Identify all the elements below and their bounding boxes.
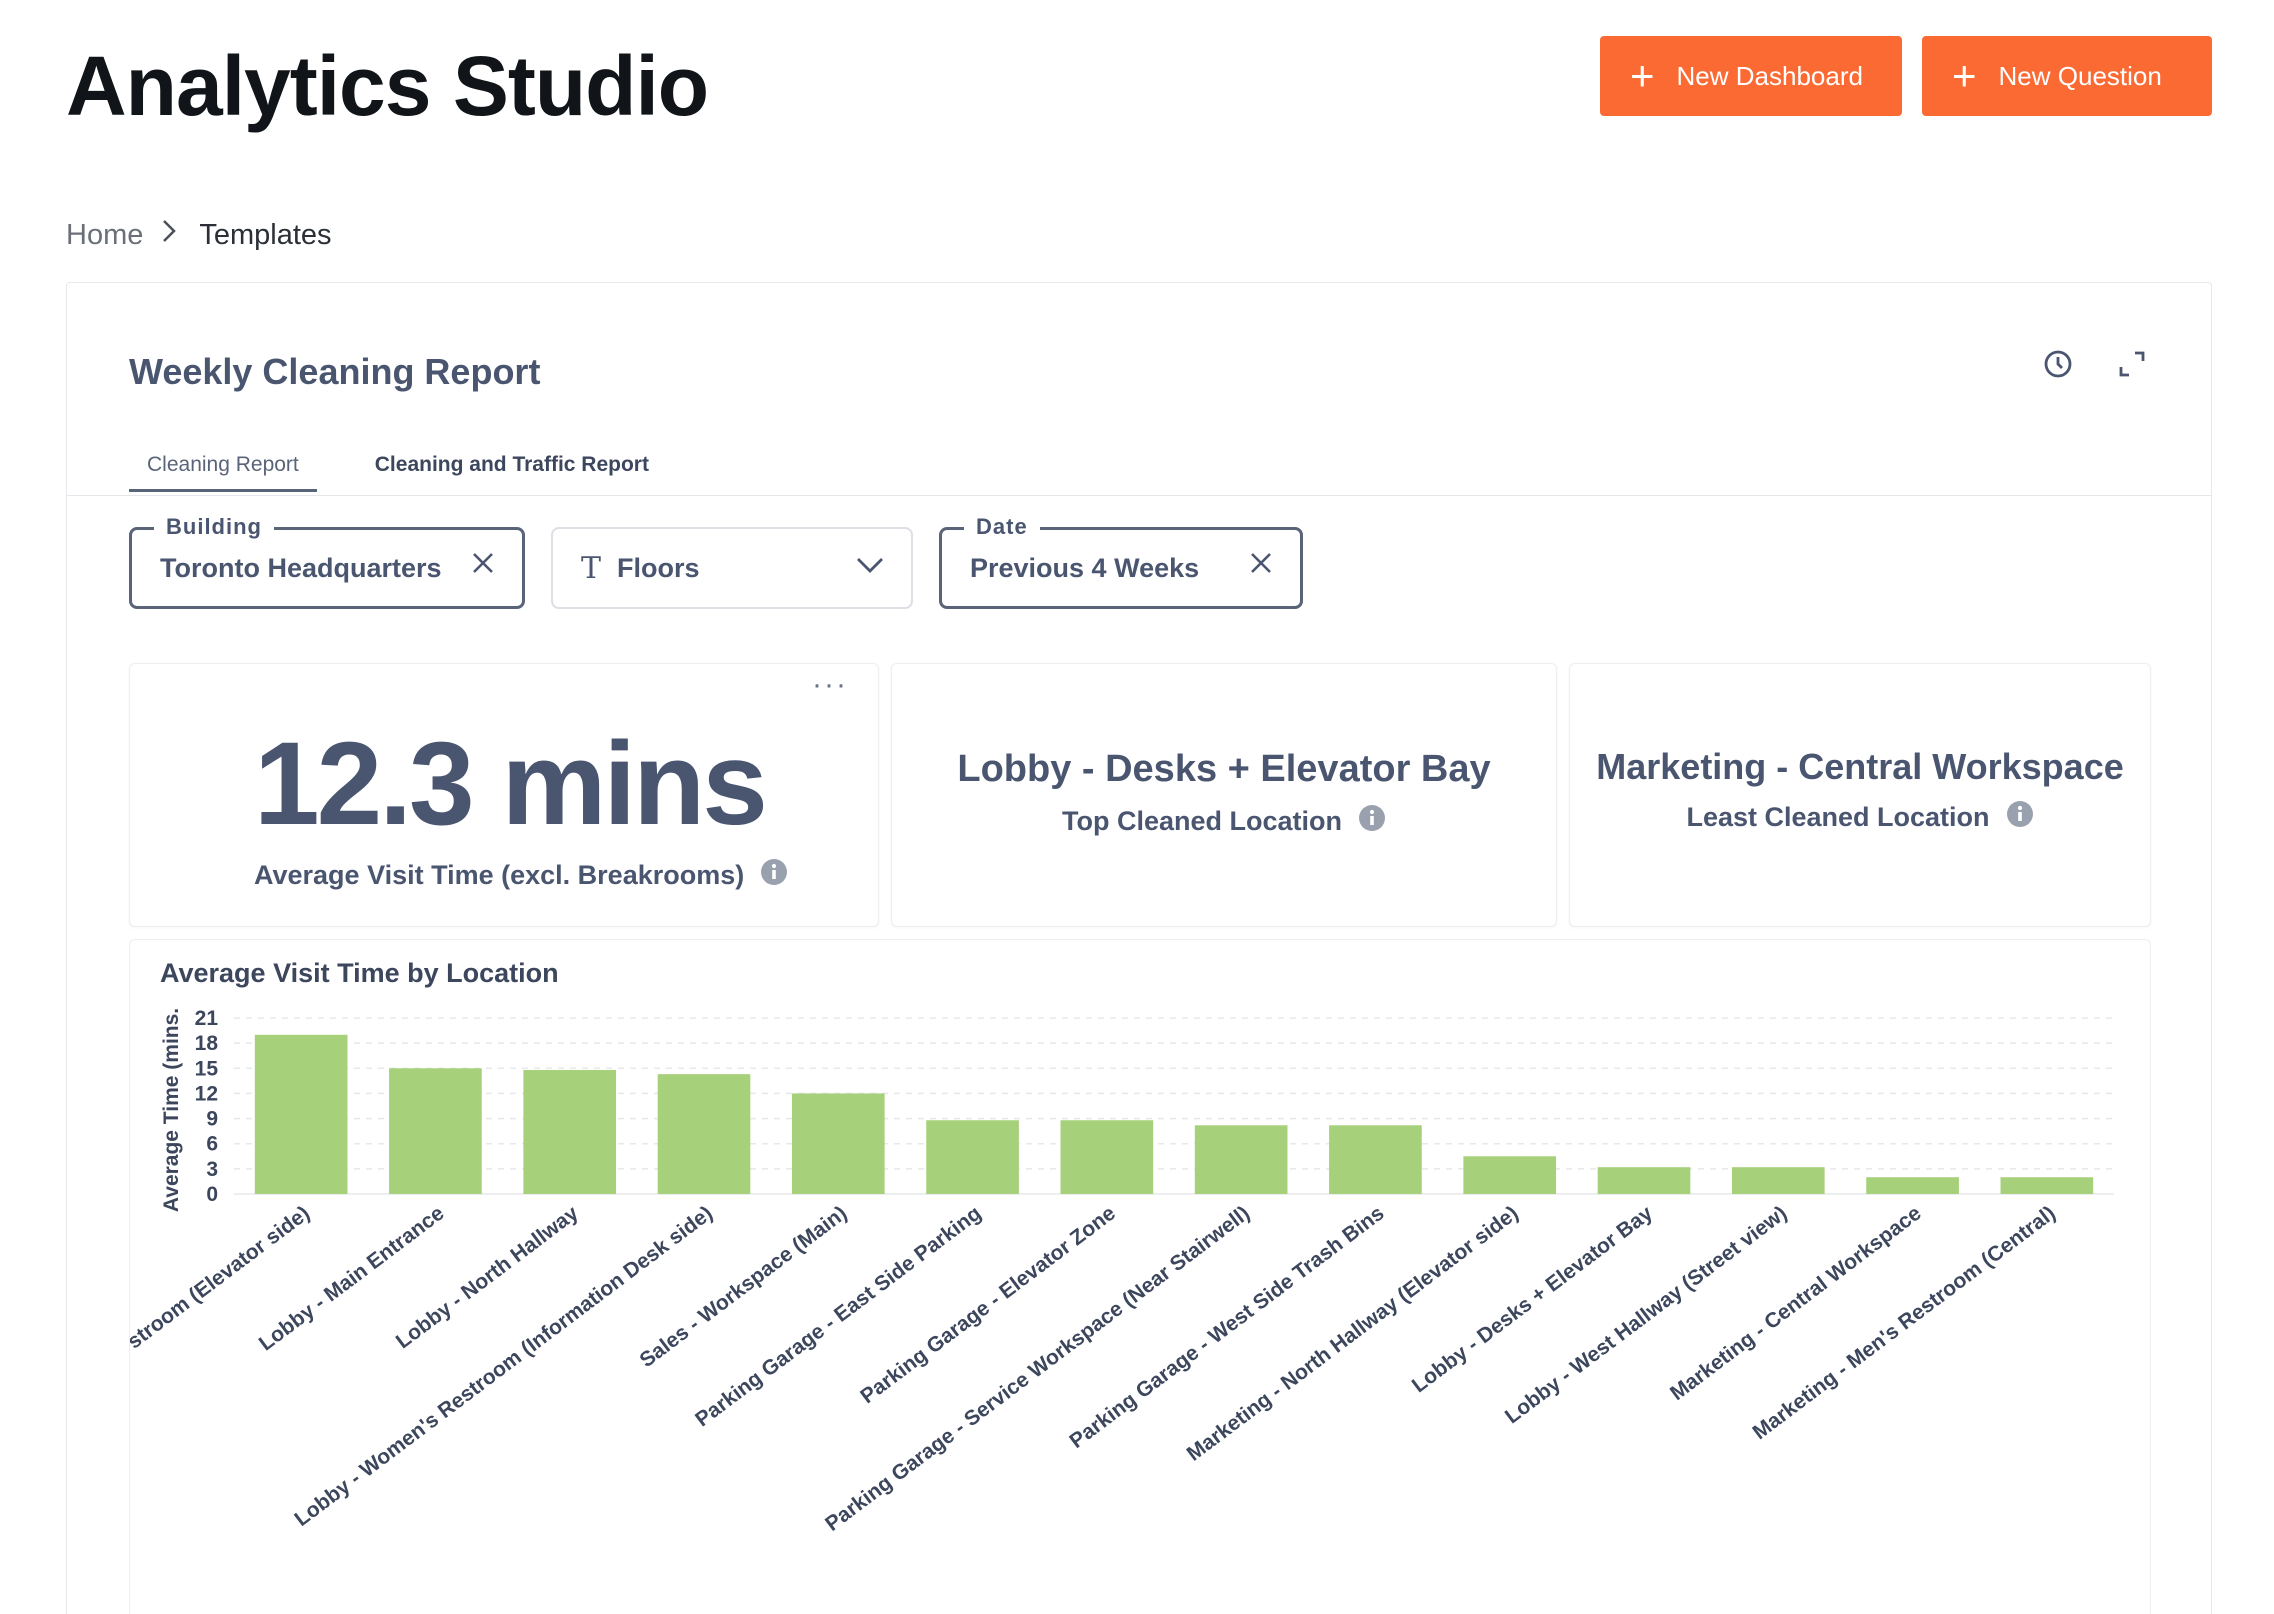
bar[interactable] xyxy=(1463,1156,1557,1194)
building-filter-legend: Building xyxy=(154,514,274,540)
chevron-down-icon xyxy=(855,551,885,582)
text-type-icon: T xyxy=(581,550,602,586)
app-title: Analytics Studio xyxy=(66,39,709,133)
chart-card: Average Visit Time by Location 0 3 6 9 12 15 1… xyxy=(129,939,2151,1614)
y-tick-label: 0 xyxy=(206,1183,218,1206)
y-tick-label: 21 xyxy=(195,1007,219,1030)
bar[interactable] xyxy=(926,1120,1019,1194)
tab-cleaning-traffic-report[interactable]: Cleaning and Traffic Report xyxy=(374,453,649,476)
more-options-icon[interactable]: ··· xyxy=(812,668,848,701)
info-icon[interactable] xyxy=(1358,804,1386,839)
x-tick-label: Lobby - Desks + Elevator Bay xyxy=(1408,1201,1657,1397)
new-dashboard-button[interactable]: + New Dashboard xyxy=(1600,36,1902,116)
report-card: Weekly Cleaning Report Cleaning Report C… xyxy=(66,282,2212,1614)
bar[interactable] xyxy=(657,1074,751,1194)
expand-icon[interactable] xyxy=(2113,345,2151,383)
y-tick-label: 18 xyxy=(195,1032,219,1055)
info-icon[interactable] xyxy=(760,858,788,893)
x-tick-label: Marketing - Men's Restroom (Central) xyxy=(1748,1202,2059,1445)
x-tick-label: Parking Garage - Elevator Zone xyxy=(856,1202,1120,1409)
bar[interactable] xyxy=(389,1068,482,1194)
date-filter[interactable]: Date Previous 4 Weeks xyxy=(939,514,1303,609)
new-dashboard-label: New Dashboard xyxy=(1676,60,1863,91)
kpi-top-cleaned-caption: Top Cleaned Location xyxy=(892,804,1556,839)
y-tick-label: 6 xyxy=(206,1133,218,1156)
x-tick-label: Marketing - Central Workspace xyxy=(1666,1202,1926,1406)
bar[interactable] xyxy=(2000,1177,2094,1194)
tab-cleaning-report[interactable]: Cleaning Report xyxy=(129,453,317,492)
kpi-average-visit-value: 12.3 mins xyxy=(254,718,768,850)
breadcrumb: Home Templates xyxy=(66,218,332,252)
bar[interactable] xyxy=(523,1069,617,1194)
kpi-least-cleaned: Marketing - Central Workspace Least Clea… xyxy=(1569,663,2151,927)
floors-filter[interactable]: T Floors xyxy=(551,527,913,609)
y-tick-label: 3 xyxy=(206,1158,218,1181)
kpi-average-visit-caption: Average Visit Time (excl. Breakrooms) xyxy=(254,858,788,893)
chart-title: Average Visit Time by Location xyxy=(160,958,559,988)
kpi-top-cleaned-label: Top Cleaned Location xyxy=(1061,806,1342,836)
chevron-right-icon xyxy=(161,218,177,252)
building-filter[interactable]: Building Toronto Headquarters xyxy=(129,514,525,609)
bar[interactable] xyxy=(791,1093,885,1194)
y-axis-label: Average Time (mins. xyxy=(160,1008,183,1212)
bar[interactable] xyxy=(1731,1167,1825,1194)
new-question-button[interactable]: + New Question xyxy=(1922,36,2212,116)
kpi-least-cleaned-label: Least Cleaned Location xyxy=(1686,802,1990,832)
x-tick-label: Lobby - West Hallway (Street view) xyxy=(1501,1202,1791,1429)
y-tick-label: 15 xyxy=(195,1057,219,1080)
breadcrumb-home[interactable]: Home xyxy=(66,218,144,251)
kpi-top-cleaned-value: Lobby - Desks + Elevator Bay xyxy=(957,748,1491,790)
bar[interactable] xyxy=(254,1034,348,1194)
floors-filter-placeholder: Floors xyxy=(617,552,700,583)
kpi-top-cleaned: Lobby - Desks + Elevator Bay Top Cleaned… xyxy=(891,663,1557,927)
history-clock-icon[interactable] xyxy=(2039,345,2077,383)
report-tabs: Cleaning Report Cleaning and Traffic Rep… xyxy=(129,453,667,492)
tabs-divider xyxy=(67,495,2211,496)
new-question-label: New Question xyxy=(1998,60,2162,91)
kpi-average-visit-label: Average Visit Time (excl. Breakrooms) xyxy=(254,860,745,890)
bar[interactable] xyxy=(1866,1177,1959,1194)
breadcrumb-current: Templates xyxy=(199,218,332,251)
kpi-least-cleaned-caption: Least Cleaned Location xyxy=(1570,800,2150,835)
close-icon[interactable] xyxy=(1248,550,1274,583)
report-actions xyxy=(2039,345,2151,383)
kpi-least-cleaned-value: Marketing - Central Workspace xyxy=(1596,746,2124,787)
bar[interactable] xyxy=(1060,1120,1154,1194)
x-tick-label: Parking Garage - East Side Parking xyxy=(691,1202,985,1432)
y-tick-label: 12 xyxy=(195,1082,218,1105)
close-icon[interactable] xyxy=(470,550,496,583)
plus-icon: + xyxy=(1952,52,1977,99)
bar[interactable] xyxy=(1329,1125,1422,1194)
date-filter-value: Previous 4 Weeks xyxy=(970,552,1200,583)
bar[interactable] xyxy=(1194,1125,1288,1194)
y-tick-label: 9 xyxy=(206,1108,218,1131)
info-icon[interactable] xyxy=(2006,800,2034,835)
building-filter-value: Toronto Headquarters xyxy=(160,552,442,583)
kpi-average-visit: ··· 12.3 mins Average Visit Time (excl. … xyxy=(129,663,879,927)
report-title: Weekly Cleaning Report xyxy=(129,351,541,392)
plus-icon: + xyxy=(1630,52,1655,99)
date-filter-legend: Date xyxy=(964,514,1040,540)
bar[interactable] xyxy=(1597,1167,1691,1194)
